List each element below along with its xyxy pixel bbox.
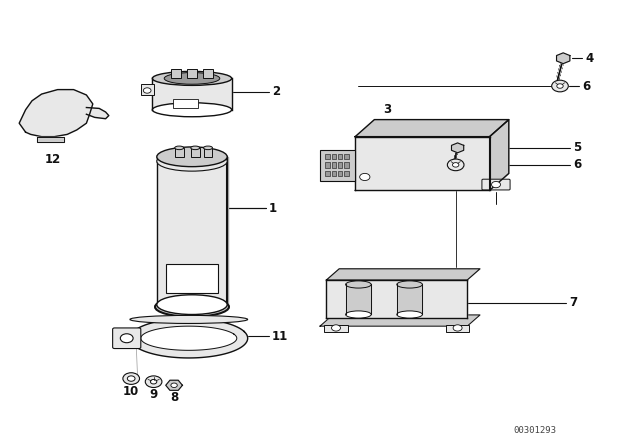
Bar — [344, 171, 349, 176]
Bar — [344, 154, 349, 159]
Bar — [171, 69, 181, 78]
Text: 6: 6 — [582, 79, 591, 93]
Bar — [320, 150, 355, 181]
Polygon shape — [222, 157, 228, 305]
Bar — [344, 162, 349, 168]
Polygon shape — [326, 269, 480, 280]
Bar — [173, 99, 198, 108]
Bar — [187, 69, 197, 78]
Text: 00301293: 00301293 — [513, 426, 556, 435]
Text: 4: 4 — [586, 52, 594, 65]
Circle shape — [552, 80, 568, 92]
Ellipse shape — [191, 146, 200, 150]
Ellipse shape — [397, 281, 422, 288]
Circle shape — [447, 159, 464, 171]
Polygon shape — [19, 90, 93, 137]
Bar — [332, 171, 336, 176]
Polygon shape — [355, 120, 509, 137]
Circle shape — [123, 373, 140, 384]
Bar — [191, 148, 200, 157]
Polygon shape — [355, 173, 509, 190]
Circle shape — [332, 325, 340, 331]
Bar — [203, 69, 213, 78]
Ellipse shape — [164, 73, 220, 84]
FancyBboxPatch shape — [113, 328, 141, 349]
Bar — [338, 154, 342, 159]
Bar — [325, 171, 330, 176]
Polygon shape — [557, 53, 570, 64]
Text: 7: 7 — [570, 296, 578, 310]
Circle shape — [127, 376, 135, 381]
Polygon shape — [166, 380, 182, 390]
Polygon shape — [152, 78, 232, 110]
Polygon shape — [157, 157, 227, 305]
Polygon shape — [397, 284, 422, 314]
Polygon shape — [355, 137, 490, 190]
Ellipse shape — [157, 151, 227, 171]
Bar — [204, 148, 212, 157]
Ellipse shape — [152, 71, 232, 86]
Text: 6: 6 — [573, 158, 581, 172]
Ellipse shape — [157, 147, 227, 167]
Ellipse shape — [204, 146, 212, 150]
Circle shape — [453, 325, 462, 331]
Circle shape — [143, 88, 151, 93]
Text: 10: 10 — [123, 384, 140, 398]
Ellipse shape — [175, 146, 184, 150]
Bar — [338, 171, 342, 176]
Circle shape — [120, 334, 133, 343]
Bar — [338, 162, 342, 168]
Polygon shape — [451, 143, 464, 153]
Polygon shape — [130, 319, 248, 358]
Bar — [175, 148, 184, 157]
Text: 3: 3 — [383, 103, 391, 116]
Polygon shape — [320, 315, 480, 326]
Text: 8: 8 — [170, 391, 178, 405]
Text: 2: 2 — [272, 85, 280, 99]
Text: 1: 1 — [269, 202, 277, 215]
Bar — [325, 154, 330, 159]
Bar — [332, 162, 336, 168]
Ellipse shape — [397, 311, 422, 318]
Ellipse shape — [152, 103, 232, 117]
Bar — [332, 154, 336, 159]
Text: 12: 12 — [44, 152, 61, 166]
Circle shape — [145, 376, 162, 388]
Polygon shape — [37, 137, 64, 142]
Circle shape — [557, 84, 563, 88]
Bar — [141, 84, 154, 95]
Ellipse shape — [157, 295, 227, 314]
Text: 11: 11 — [272, 329, 288, 343]
Circle shape — [150, 379, 157, 384]
Bar — [324, 325, 348, 332]
Polygon shape — [490, 120, 509, 190]
Circle shape — [360, 173, 370, 181]
Bar — [325, 162, 330, 168]
Text: 5: 5 — [573, 141, 581, 155]
FancyBboxPatch shape — [166, 264, 218, 293]
Circle shape — [171, 383, 177, 388]
Text: 9: 9 — [150, 388, 157, 401]
Ellipse shape — [130, 315, 248, 323]
Bar — [446, 325, 469, 332]
Polygon shape — [346, 284, 371, 314]
Polygon shape — [326, 280, 467, 318]
Ellipse shape — [346, 311, 371, 318]
FancyBboxPatch shape — [482, 179, 510, 190]
Ellipse shape — [346, 281, 371, 288]
Circle shape — [492, 181, 500, 188]
Polygon shape — [86, 108, 109, 119]
Ellipse shape — [155, 297, 229, 317]
Circle shape — [452, 163, 459, 167]
